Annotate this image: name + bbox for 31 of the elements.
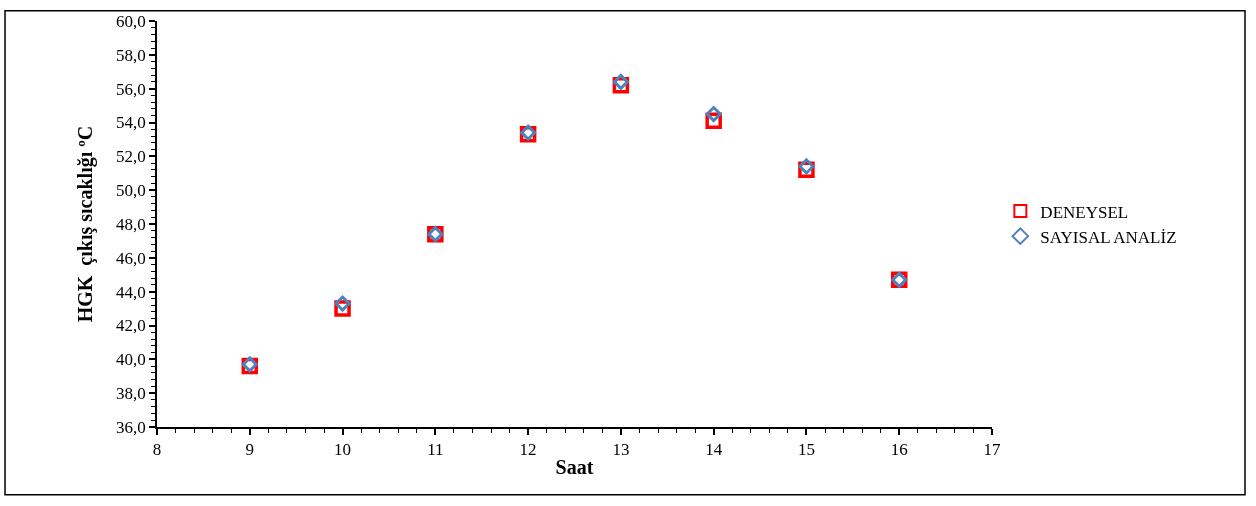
- x-tick-label: 11: [427, 440, 444, 460]
- y-tick-label: 44,0: [116, 282, 146, 302]
- y-tick-label: 46,0: [116, 248, 146, 268]
- y-tick-label: 56,0: [116, 79, 146, 99]
- y-tick-label: 58,0: [116, 45, 146, 65]
- x-tick-label: 14: [705, 440, 723, 460]
- x-axis-title: Saat: [555, 456, 594, 479]
- y-tick-label: 48,0: [116, 214, 146, 234]
- x-tick-label: 15: [797, 440, 815, 460]
- point: [798, 158, 815, 175]
- x-tick-label: 12: [519, 440, 537, 460]
- point: [612, 73, 629, 90]
- legend-label: DENEYSEL: [1040, 202, 1129, 222]
- point: [705, 106, 722, 123]
- x-tick-label: 17: [983, 440, 1001, 460]
- x-tick-label: 10: [334, 440, 352, 460]
- legend-label: SAYISAL ANALİZ: [1040, 227, 1177, 247]
- y-tick-label: 42,0: [116, 316, 146, 336]
- x-tick-label: 16: [890, 440, 908, 460]
- point: [334, 295, 351, 312]
- y-tick-label: 40,0: [116, 350, 146, 370]
- y-tick-label: 38,0: [116, 384, 146, 404]
- y-tick-label: 54,0: [116, 113, 146, 133]
- y-tick-label: 60,0: [116, 11, 146, 31]
- y-tick-label: 52,0: [116, 147, 146, 167]
- y-tick-label: 36,0: [116, 417, 146, 437]
- y-tick-label: 50,0: [116, 181, 146, 201]
- x-tick-label: 9: [245, 440, 255, 460]
- x-tick-label: 13: [612, 440, 630, 460]
- y-axis-title: HGK çıkış sıcaklığı ºC: [74, 125, 98, 323]
- x-tick-label: 8: [152, 440, 162, 460]
